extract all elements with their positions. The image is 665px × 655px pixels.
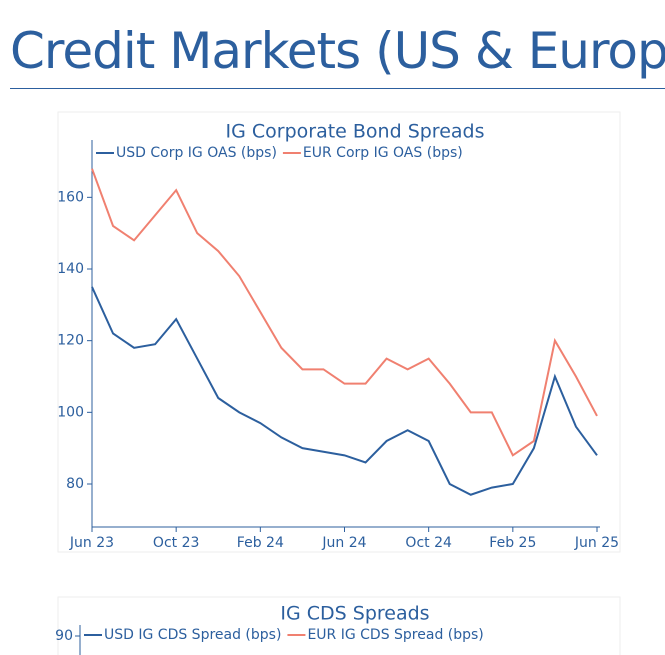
y-tick-label: 140	[57, 261, 84, 277]
chart-panel	[57, 111, 621, 553]
title-rule	[10, 88, 665, 89]
x-tick-label: Jun 24	[321, 535, 366, 551]
legend-label: USD IG CDS Spread (bps)	[104, 627, 281, 643]
page-title: Credit Markets (US & Europe)	[10, 22, 665, 80]
x-tick-label: Feb 24	[237, 535, 284, 551]
chart-title: IG CDS Spreads	[280, 603, 429, 625]
legend-label: USD Corp IG OAS (bps)	[116, 145, 277, 161]
y-tick-label: 120	[57, 333, 84, 349]
y-tick-label: 90	[55, 628, 73, 644]
x-tick-label: Oct 23	[153, 535, 199, 551]
y-tick-label: 100	[57, 404, 84, 420]
chart-panel	[57, 596, 621, 655]
x-tick-label: Oct 24	[405, 535, 452, 551]
series-line	[91, 168, 598, 457]
legend-label: EUR IG CDS Spread (bps)	[307, 627, 483, 643]
x-tick-label: Jun 23	[69, 535, 114, 551]
y-tick-label: 80	[66, 476, 84, 492]
series-line	[91, 286, 598, 496]
y-tick-label: 160	[57, 189, 84, 205]
legend-label: EUR Corp IG OAS (bps)	[303, 145, 463, 161]
x-tick-label: Jun 25	[574, 535, 619, 551]
chart-title: IG Corporate Bond Spreads	[226, 121, 485, 143]
x-tick-label: Feb 25	[489, 535, 536, 551]
